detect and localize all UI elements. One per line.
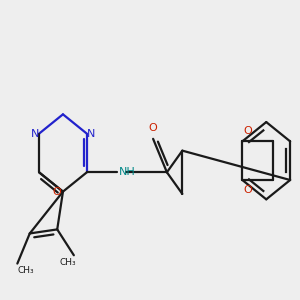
Text: N: N xyxy=(87,129,95,139)
Text: NH: NH xyxy=(119,167,136,177)
Text: O: O xyxy=(243,185,252,195)
Text: O: O xyxy=(52,187,61,196)
Text: O: O xyxy=(149,123,158,134)
Text: CH₃: CH₃ xyxy=(59,258,76,267)
Text: N: N xyxy=(31,129,39,139)
Text: CH₃: CH₃ xyxy=(17,266,34,275)
Text: O: O xyxy=(243,126,252,136)
